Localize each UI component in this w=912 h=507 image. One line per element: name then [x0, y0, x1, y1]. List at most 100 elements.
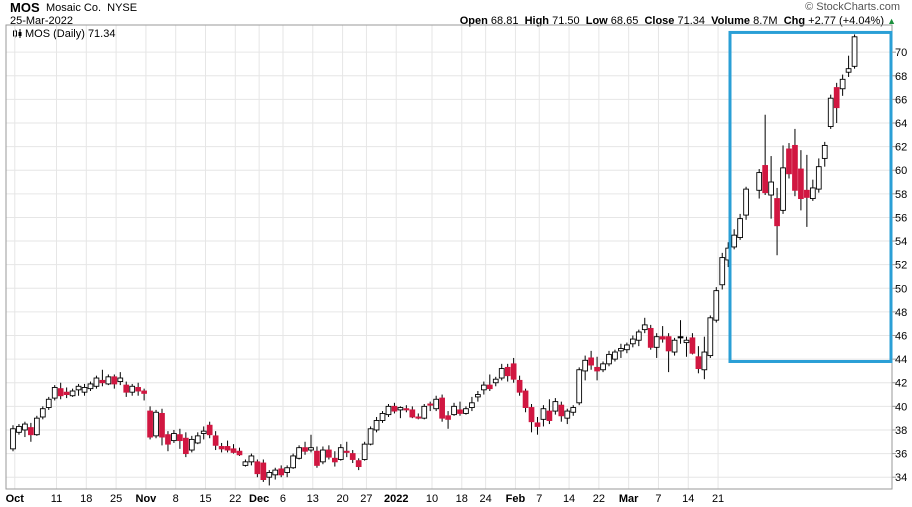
- candle-body: [564, 410, 571, 419]
- candle: [87, 381, 94, 392]
- company-exchange: Mosaic Co. NYSE: [46, 2, 137, 14]
- candle: [641, 317, 648, 334]
- candle-body: [242, 461, 249, 466]
- x-tick-label: 18: [456, 493, 468, 505]
- company-name: Mosaic Co.: [46, 2, 102, 14]
- candle: [833, 82, 840, 123]
- candle: [63, 387, 70, 399]
- candle-body: [689, 337, 696, 354]
- candle: [731, 229, 738, 250]
- candle-body: [260, 462, 267, 481]
- candle: [212, 431, 219, 451]
- candle: [99, 369, 106, 387]
- candle-body: [786, 148, 792, 175]
- candle-body: [463, 408, 469, 414]
- candle-body: [415, 416, 422, 419]
- candle-body: [159, 412, 165, 438]
- candle: [439, 394, 445, 422]
- candle: [16, 424, 22, 435]
- candle: [600, 361, 606, 373]
- x-tick-label: 8: [173, 493, 179, 505]
- candle-body: [815, 166, 822, 190]
- candle-body: [212, 435, 219, 446]
- candle: [284, 465, 291, 478]
- candle: [774, 187, 780, 256]
- candle-body: [200, 430, 207, 434]
- high-label: High: [524, 15, 550, 27]
- candle-body: [272, 469, 279, 476]
- candle: [373, 416, 380, 433]
- candle: [851, 34, 858, 69]
- y-tick-label: 64: [895, 118, 907, 130]
- candle: [534, 416, 541, 435]
- candle: [689, 333, 696, 355]
- y-tick-label: 68: [895, 71, 907, 83]
- candle: [28, 422, 34, 442]
- candle-body: [248, 455, 255, 463]
- candle: [743, 186, 749, 220]
- candle: [815, 158, 822, 193]
- candle-body: [504, 366, 511, 377]
- candle-body: [845, 68, 852, 73]
- candle-body: [182, 437, 189, 455]
- candle: [480, 381, 487, 395]
- y-tick-label: 70: [895, 47, 907, 59]
- candle: [308, 434, 314, 453]
- exchange-name: NYSE: [107, 2, 138, 14]
- y-tick-label: 42: [895, 378, 907, 390]
- x-tick-label: Mar: [619, 493, 639, 505]
- candle-body: [218, 446, 225, 450]
- candle: [492, 376, 499, 387]
- candle-body: [774, 198, 780, 227]
- candle-body: [123, 384, 130, 393]
- candle-body: [337, 447, 344, 460]
- candle: [147, 406, 153, 440]
- candle-body: [768, 181, 774, 196]
- close-value: 71.34: [677, 15, 706, 27]
- candle: [415, 413, 422, 420]
- candle-body: [69, 390, 76, 397]
- candle-body: [373, 420, 380, 431]
- candle: [792, 128, 798, 197]
- candle-body: [457, 409, 463, 414]
- candle: [671, 337, 678, 356]
- candle: [528, 403, 535, 433]
- highlight-box: [728, 30, 893, 363]
- open-label: Open: [459, 15, 488, 27]
- candle: [129, 383, 136, 396]
- candle: [296, 445, 302, 460]
- candle-body: [821, 144, 828, 159]
- x-tick-label: 22: [593, 493, 605, 505]
- candle: [504, 363, 511, 382]
- candle-body: [731, 234, 738, 248]
- candle-body: [278, 468, 285, 476]
- candle: [278, 465, 285, 478]
- candle: [821, 141, 828, 167]
- candle: [75, 383, 82, 396]
- candle: [349, 450, 356, 464]
- candle: [576, 367, 583, 406]
- candle: [618, 343, 624, 358]
- x-tick-label: 25: [110, 493, 122, 505]
- y-tick-label: 40: [895, 401, 907, 413]
- candle-body: [385, 405, 392, 416]
- candle-body: [445, 415, 451, 420]
- x-tick-label: 27: [360, 493, 372, 505]
- candle: [737, 213, 743, 240]
- candle: [683, 336, 690, 357]
- candle: [159, 408, 165, 446]
- candle: [33, 415, 40, 436]
- volume-label: Volume: [711, 15, 751, 27]
- candle-body: [194, 435, 201, 444]
- candle: [564, 408, 571, 425]
- candle-body: [320, 449, 326, 463]
- x-tick-label: 14: [682, 493, 694, 505]
- candle: [570, 405, 577, 416]
- candle-body: [695, 356, 702, 370]
- x-tick-label: 13: [307, 493, 319, 505]
- candle: [320, 446, 326, 465]
- candle-body: [135, 387, 142, 392]
- candle: [45, 396, 52, 410]
- candle: [677, 320, 684, 344]
- candle: [665, 333, 672, 373]
